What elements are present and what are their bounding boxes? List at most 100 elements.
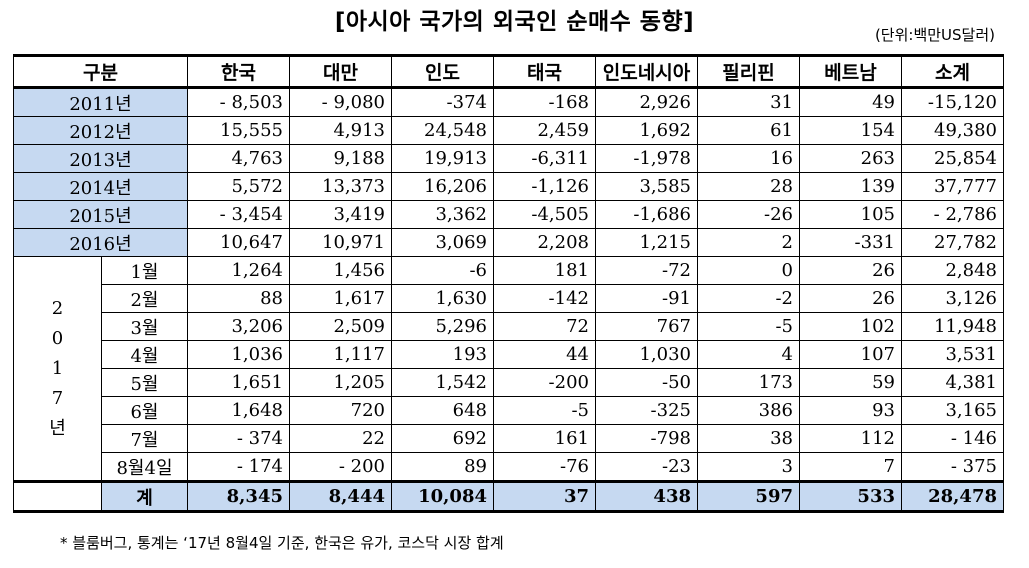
table-row: 3월 3,206 2,509 5,296 72 767 -5 102 11,948 [14, 312, 1004, 341]
table-cell: 16,206 [391, 172, 494, 201]
header-indonesia: 인도네시아 [595, 55, 698, 89]
table-cell: -2 [697, 284, 800, 313]
row-label: 4월 [101, 340, 188, 369]
table-cell: - 2,786 [901, 200, 1004, 229]
table-cell: 720 [289, 396, 392, 425]
table-row: 2011년 - 8,503- 9,080 -374 -168 2,926 31 49 -15,… [13, 87, 1004, 117]
table-cell: 2,208 [493, 228, 596, 257]
row-label: 2월 [101, 284, 188, 313]
table-cell: 1,617 [289, 284, 392, 313]
table-cell: 173 [697, 368, 800, 397]
table-cell: -1,686 [595, 200, 698, 229]
table-cell: 13,373 [289, 172, 392, 201]
table-cell: -76 [493, 452, 596, 482]
table-cell: 386 [697, 396, 800, 425]
row-label: 2011년 [13, 87, 188, 117]
table-cell: 4,763 [187, 144, 290, 173]
year-2017-char: 1 [51, 357, 64, 379]
table-cell: 1,036 [187, 340, 290, 369]
page-title: [아시아 국가의 외국인 순매수 동향] [334, 9, 695, 35]
table-cell: 193 [391, 340, 494, 369]
table-cell: 38 [697, 424, 800, 453]
table-cell: 1,030 [595, 340, 698, 369]
header-row: 구분 한국 대만 인도 태국 인도네시아 필리핀 베트남 소계 [13, 55, 1004, 89]
row-label: 2012년 [13, 116, 188, 145]
table-cell: 2,459 [493, 116, 596, 145]
total-row: 계 8,345 8,444 10,084 37 438 597 533 28,478 [13, 480, 1004, 512]
table-cell: 25,854 [901, 144, 1004, 173]
table-cell: -331 [799, 228, 902, 257]
table-cell: 16 [697, 144, 800, 173]
table-cell: 105 [799, 200, 902, 229]
row-label: 5월 [101, 368, 188, 397]
table-cell: -23 [595, 452, 698, 482]
table-cell: -15,120 [901, 87, 1004, 117]
table-cell: -26 [697, 200, 800, 229]
row-label: 3월 [101, 312, 188, 341]
table-cell: 24,548 [391, 116, 494, 145]
table-cell: 19,913 [391, 144, 494, 173]
table-cell: 10,647 [187, 228, 290, 257]
table-row: 2012년 15,555 4,913 24,548 2,459 1,692 61 154 49,… [13, 116, 1004, 145]
footnote: * 블룸버그, 통계는 ‘17년 8월4일 기준, 한국은 유가, 코스닥 시장… [60, 534, 504, 552]
table-cell: 89 [391, 452, 494, 482]
table-cell: -168 [493, 87, 596, 117]
header-taiwan: 대만 [289, 55, 392, 89]
year-2017-char: 0 [51, 327, 64, 349]
table-cell: 10,971 [289, 228, 392, 257]
total-cell: 28,478 [901, 480, 1004, 512]
table-cell: 4,913 [289, 116, 392, 145]
table-cell: 2,848 [901, 256, 1004, 285]
table-cell: 59 [799, 368, 902, 397]
table-cell: -200 [493, 368, 596, 397]
year-2017-char: 년 [49, 417, 66, 439]
total-cell: 597 [697, 480, 800, 512]
table-cell: 139 [799, 172, 902, 201]
table-cell: 44 [493, 340, 596, 369]
table-cell: 3,585 [595, 172, 698, 201]
table-cell: -72 [595, 256, 698, 285]
table-cell: - 374 [187, 424, 290, 453]
table-row: 2 0 1 7 년 1월 1,264 1,456 -6 181 -72 0 26 2,848 [13, 256, 1004, 482]
header-thailand: 태국 [493, 55, 596, 89]
table-cell: -6 [391, 256, 494, 285]
table-cell: 1,651 [187, 368, 290, 397]
table-cell: 0 [697, 256, 800, 285]
total-label: 계 [101, 480, 188, 512]
table-cell: 26 [799, 256, 902, 285]
table-cell: 107 [799, 340, 902, 369]
table-cell: - 375 [901, 452, 1004, 482]
table-cell: -5 [493, 396, 596, 425]
table-cell: 1,692 [595, 116, 698, 145]
table-cell: 3,206 [187, 312, 290, 341]
table-cell: 5,296 [391, 312, 494, 341]
table-cell: -50 [595, 368, 698, 397]
table-row: 4월 1,036 1,117 193 44 1,030 4 107 3,531 [14, 340, 1004, 369]
table-cell: 4 [697, 340, 800, 369]
table-cell: 3,419 [289, 200, 392, 229]
table-cell: -91 [595, 284, 698, 313]
total-cell: 10,084 [391, 480, 494, 512]
table-cell: 28 [697, 172, 800, 201]
table-cell: 3,126 [901, 284, 1004, 313]
table-cell: 3 [697, 452, 800, 482]
table-row: 2015년 - 3,454 3,419 3,362 -4,505 -1,686 -26 105… [13, 200, 1004, 229]
foreign-net-buying-table: 구분 한국 대만 인도 태국 인도네시아 필리핀 베트남 소계 2011년 - 8… [13, 54, 1004, 513]
table-cell: 88 [187, 284, 290, 313]
table-cell: 648 [391, 396, 494, 425]
table-cell: 49,380 [901, 116, 1004, 145]
table-cell: - 146 [901, 424, 1004, 453]
table-cell: 1,215 [595, 228, 698, 257]
table-cell: 692 [391, 424, 494, 453]
table-cell: 72 [493, 312, 596, 341]
table-cell: -798 [595, 424, 698, 453]
header-korea: 한국 [187, 55, 290, 89]
table-cell: - 3,454 [187, 200, 290, 229]
table-cell: 161 [493, 424, 596, 453]
table-cell: - 8,503 [187, 87, 290, 117]
table-cell: -374 [391, 87, 494, 117]
table-cell: 1,630 [391, 284, 494, 313]
total-cell: 8,345 [187, 480, 290, 512]
table-row: 7월 - 374 22 692 161 -798 38 112- 146 [14, 424, 1004, 453]
table-cell: 9,188 [289, 144, 392, 173]
